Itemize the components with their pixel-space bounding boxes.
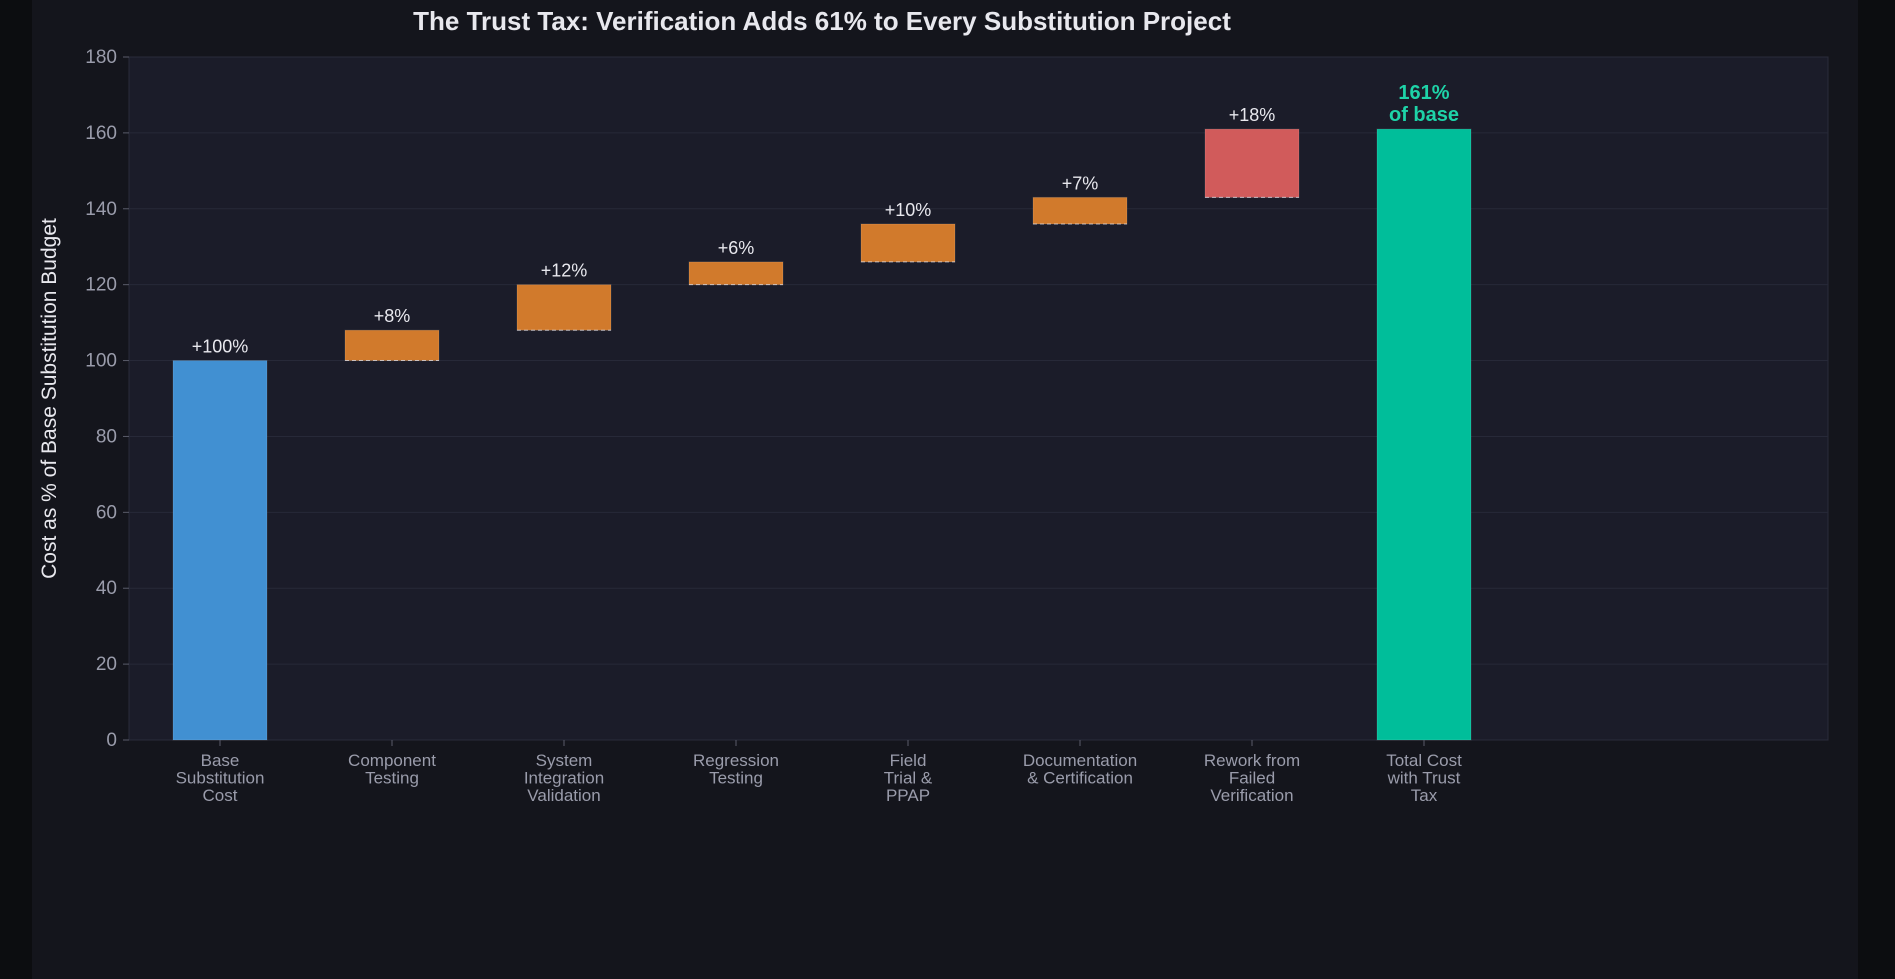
data-label-3: +12% — [541, 261, 588, 281]
x-category-line: Component — [348, 751, 436, 770]
data-label-8-line-1: 161% — [1398, 82, 1449, 104]
x-category-label-2: Component Testing — [348, 751, 436, 788]
bar-6 — [1032, 196, 1128, 225]
x-category-line: with Trust — [1387, 769, 1461, 788]
x-category-label-6: Documentation & Certification — [1023, 751, 1137, 788]
waterfall-chart: +100% +8% +12% +6% +10% +7% +18% 161%of base 0 2… — [38, 6, 1829, 805]
bar-2 — [344, 329, 440, 362]
bars — [172, 128, 1472, 741]
axes: 0 20 40 60 80 100 120 140 160 180 Base Substitution… — [85, 47, 1462, 805]
x-category-label-3: System Integration Validation — [524, 751, 604, 805]
x-category-label-1: Base Substitution Cost — [176, 751, 265, 805]
y-tick-label-80: 80 — [96, 426, 117, 447]
x-category-line: Tax — [1411, 786, 1438, 805]
bar-5 — [860, 223, 956, 263]
data-label-2: +8% — [374, 306, 411, 326]
bar-8 — [1376, 128, 1472, 741]
chart-title: The Trust Tax: Verification Adds 61% to … — [413, 6, 1231, 36]
x-category-line: Failed — [1229, 769, 1275, 788]
x-category-line: Regression — [693, 751, 779, 770]
x-category-label-4: Regression Testing — [693, 751, 779, 788]
data-label-8-line-2: of base — [1389, 104, 1459, 126]
x-category-line: Trial & — [884, 769, 933, 788]
x-category-line: PPAP — [886, 786, 930, 805]
x-category-label-5: Field Trial & PPAP — [884, 751, 933, 805]
y-tick-label-0: 0 — [106, 730, 117, 751]
data-label-7: +18% — [1229, 105, 1276, 125]
chart-stage: +100% +8% +12% +6% +10% +7% +18% 161% of base 0 2… — [32, 0, 1858, 979]
x-category-line: Verification — [1210, 786, 1293, 805]
y-tick-label-20: 20 — [96, 654, 117, 675]
x-category-label-7: Rework from Failed Verification — [1204, 751, 1300, 805]
x-category-line: Validation — [527, 786, 600, 805]
x-category-line: Testing — [365, 769, 419, 788]
data-label-6: +7% — [1062, 173, 1099, 193]
x-category-line: Field — [890, 751, 927, 770]
data-labels: +100% +8% +12% +6% +10% +7% +18% 161%of base — [192, 82, 1459, 356]
x-category-line: System — [536, 751, 593, 770]
x-category-line: Rework from — [1204, 751, 1300, 770]
bar-4 — [688, 261, 784, 286]
y-tick-label-60: 60 — [96, 502, 117, 523]
y-tick-label-40: 40 — [96, 578, 117, 599]
x-category-line: Total Cost — [1386, 751, 1462, 770]
x-category-line: & Certification — [1027, 769, 1133, 788]
y-tick-label-140: 140 — [85, 199, 117, 220]
data-label-1: +100% — [192, 337, 249, 357]
y-tick-label-120: 120 — [85, 275, 117, 296]
x-category-line: Documentation — [1023, 751, 1137, 770]
plot-area — [128, 56, 1829, 741]
x-category-line: Substitution — [176, 769, 265, 788]
y-axis-label: Cost as % of Base Substitution Budget — [38, 218, 61, 579]
data-label-4: +6% — [718, 238, 755, 258]
y-tick-label-160: 160 — [85, 123, 117, 144]
x-category-line: Cost — [203, 786, 238, 805]
y-tick-label-100: 100 — [85, 351, 117, 372]
x-category-line: Testing — [709, 769, 763, 788]
x-category-line: Integration — [524, 769, 604, 788]
bar-3 — [516, 284, 612, 331]
y-tick-label-180: 180 — [85, 47, 117, 68]
data-label-5: +10% — [885, 200, 932, 220]
x-category-label-8: Total Cost with Trust Tax — [1386, 751, 1462, 805]
x-category-line: Base — [201, 751, 240, 770]
connector-lines — [345, 196, 1299, 362]
bar-1 — [172, 360, 268, 741]
bar-7 — [1204, 128, 1300, 198]
